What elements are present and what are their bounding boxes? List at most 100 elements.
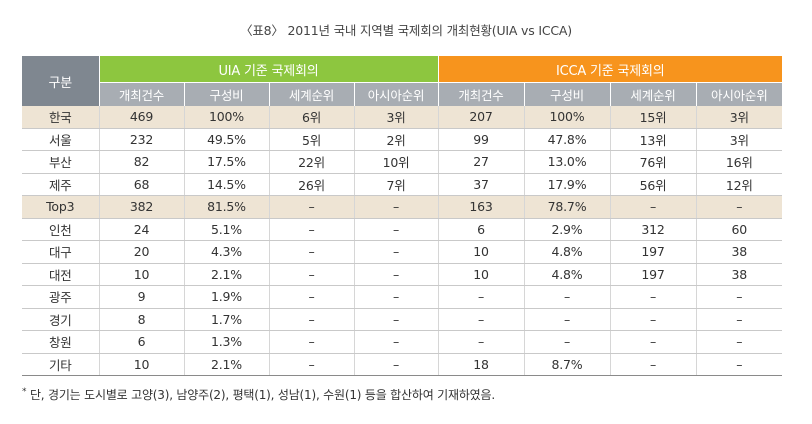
table-row: 한국 469 100% 6위 3위 207 100% 15위 3위 [22,106,783,129]
row-label: 한국 [22,106,100,129]
table-cell: 5.1% [184,218,270,241]
table-cell: 10 [438,263,525,286]
table-cell: 99 [438,128,525,151]
table-cell: 14.5% [184,173,270,196]
table-cell: – [269,285,355,309]
table-cell: – [269,353,355,376]
table-cell: 38 [696,240,783,264]
table-cell: 232 [99,128,185,151]
table-cell: 197 [610,263,697,286]
sub-header: 구성비 [184,82,270,106]
table-cell: 312 [610,218,697,241]
table-cell: 8.7% [524,353,611,376]
sub-header: 아시아순위 [354,82,439,106]
table-cell: 60 [696,218,783,241]
table-cell: – [438,308,525,331]
table-row: 광주 9 1.9% – – – – – – [22,285,783,309]
table-cell: 3위 [696,106,783,129]
table-cell: – [354,240,439,264]
table-cell: – [269,218,355,241]
footnote-text: 단, 경기는 도시별로 고양(3), 남양주(2), 평택(1), 성남(1),… [29,388,495,402]
table-cell: – [610,330,697,354]
table-cell: – [524,330,611,354]
table-title: 〈표8〉 2011년 국내 지역별 국제회의 개최현황(UIA vs ICCA) [240,23,572,38]
table-cell: – [696,308,783,331]
table-cell: 5위 [269,128,355,151]
table-cell: 37 [438,173,525,196]
row-label: Top3 [22,195,100,219]
table-cell: 2위 [354,128,439,151]
table-cell: – [354,330,439,354]
table-cell: – [610,285,697,309]
table-cell: – [610,353,697,376]
row-label: 제주 [22,173,100,196]
table-cell: – [438,285,525,309]
table-cell: – [269,330,355,354]
table-cell: 197 [610,240,697,264]
table-cell: 13위 [610,128,697,151]
table-cell: 38 [696,263,783,286]
table-cell: 9 [99,285,185,309]
row-label: 서울 [22,128,100,151]
table-row: 경기 8 1.7% – – – – – – [22,308,783,331]
table-cell: 4.3% [184,240,270,264]
table-cell: 15위 [610,106,697,129]
uia-group-header: UIA 기준 국제회의 [99,56,439,83]
footnote-mark: * [22,387,27,397]
table-cell: 47.8% [524,128,611,151]
conference-table: 구분 UIA 기준 국제회의 ICCA 기준 국제회의 개최건수 구성비 세계순… [22,56,783,376]
table-cell: 6위 [269,106,355,129]
table-cell: – [354,263,439,286]
table-cell: 2.9% [524,218,611,241]
row-label: 광주 [22,285,100,309]
table-cell: 3위 [354,106,439,129]
table-cell: – [269,240,355,264]
table-cell: 68 [99,173,185,196]
table-cell: – [269,195,355,219]
row-label: 경기 [22,308,100,331]
row-label: 대구 [22,240,100,264]
table-cell: 7위 [354,173,439,196]
table-cell: 1.9% [184,285,270,309]
table-row: 창원 6 1.3% – – – – – – [22,330,783,354]
table-cell: 17.9% [524,173,611,196]
row-label: 인천 [22,218,100,241]
table-cell: 10 [99,263,185,286]
row-label: 창원 [22,330,100,354]
table-cell: 4.8% [524,240,611,264]
table-cell: 16위 [696,150,783,174]
table-cell: 469 [99,106,185,129]
table-cell: 6 [438,218,525,241]
table-cell: 163 [438,195,525,219]
table-cell: 22위 [269,150,355,174]
table-cell: – [354,218,439,241]
table-row: 인천 24 5.1% – –6 2.9% 312 60 [22,218,783,241]
table-cell: 17.5% [184,150,270,174]
table-cell: – [610,308,697,331]
sub-header: 개최건수 [99,82,185,106]
table-cell: 4.8% [524,263,611,286]
table-cell: 20 [99,240,185,264]
table-row: 대전 10 2.1% – –10 4.8% 197 38 [22,263,783,286]
table-cell: – [696,330,783,354]
table-cell: 78.7% [524,195,611,219]
table-row: 서울 232 49.5% 5위 2위 99 47.8% 13위 3위 [22,128,783,151]
table-cell: – [354,308,439,331]
sub-header: 구성비 [524,82,611,106]
table-cell: 10위 [354,150,439,174]
footnote: * 단, 경기는 도시별로 고양(3), 남양주(2), 평택(1), 성남(1… [22,386,495,403]
table-row: 대구 20 4.3% – –10 4.8% 197 38 [22,240,783,264]
table-cell: 100% [524,106,611,129]
table-cell: 27 [438,150,525,174]
table-cell: – [696,195,783,219]
table-cell: 82 [99,150,185,174]
sub-header: 세계순위 [269,82,355,106]
table-cell: 382 [99,195,185,219]
table-cell: – [354,353,439,376]
table-cell: 100% [184,106,270,129]
table-cell: 81.5% [184,195,270,219]
table-cell: 24 [99,218,185,241]
table-cell: – [354,285,439,309]
sub-header: 아시아순위 [696,82,783,106]
table-cell: 56위 [610,173,697,196]
